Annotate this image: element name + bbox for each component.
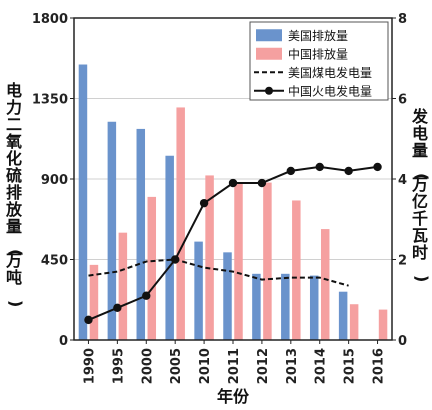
bar-cn-emission [349, 304, 359, 340]
cn-thermal-generation-point [257, 178, 267, 188]
bar-us-emission [281, 273, 290, 340]
bar-cn-emission [263, 182, 272, 340]
bar-us-emission [165, 155, 174, 340]
cn-thermal-generation-point [373, 162, 382, 172]
cn-thermal-generation-point [113, 303, 122, 312]
x-tick-label: 2011 [227, 348, 242, 384]
bar-cn-emission [205, 175, 214, 340]
x-tick-label: 2014 [314, 348, 329, 384]
x-tick-label: 1990 [82, 348, 97, 384]
bar-cn-emission [118, 232, 128, 340]
right-axis-title: 发电量(万亿千瓦时) [411, 107, 431, 282]
x-tick-label: 2010 [198, 348, 213, 384]
x-tick-label: 2005 [169, 348, 184, 384]
right-tick-label: 2 [398, 254, 407, 269]
x-tick-label: 2013 [285, 348, 300, 384]
bar-us-emission [194, 241, 203, 340]
legend-marker [265, 86, 273, 95]
legend-swatch [256, 47, 282, 60]
legend-label: 中国火电发电量 [288, 83, 372, 98]
right-tick-label: 0 [398, 334, 407, 349]
bar-cn-emission [378, 309, 388, 340]
us-coal-generation-line [88, 258, 349, 287]
bar-cn-emission [89, 264, 99, 340]
bar-cn-emission [234, 182, 243, 340]
left-axis-title: 电力二氧化硫排放量(万吨) [5, 81, 25, 307]
left-tick-label: 450 [41, 254, 68, 269]
right-axis-ticks: 0 2 4 6 8 [392, 12, 407, 349]
x-axis-title: 年份 [217, 387, 250, 406]
x-axis-ticks: 1990 1995 2000 2005 2010 2011 2012 2013 2014 2015… [82, 340, 387, 384]
cn-thermal-generation-point [142, 291, 151, 300]
cn-thermal-generation-line [88, 165, 378, 321]
lines [84, 162, 382, 325]
bars [78, 64, 388, 340]
bar-us-emission [338, 291, 348, 340]
left-tick-label: 1800 [32, 12, 68, 27]
left-tick-label: 900 [41, 173, 68, 188]
bar-us-emission [252, 273, 261, 340]
right-tick-label: 8 [398, 12, 407, 27]
cn-thermal-generation-point [170, 255, 180, 264]
bar-us-emission [223, 252, 232, 340]
left-tick-label: 0 [59, 334, 68, 349]
left-axis-ticks: 0 450 900 1350 1800 [32, 12, 74, 349]
bar-us-emission [309, 275, 319, 340]
cn-thermal-generation-point [315, 162, 324, 172]
legend-label: 美国排放量 [288, 28, 348, 43]
x-tick-label: 2012 [256, 348, 271, 384]
bar-us-emission [136, 128, 146, 340]
cn-thermal-generation-point [344, 166, 353, 176]
x-tick-label: 2015 [343, 348, 358, 384]
cn-thermal-generation-point [286, 166, 296, 176]
bar-us-emission [107, 121, 117, 340]
x-tick-label: 1995 [111, 348, 126, 384]
legend-label: 美国煤电发电量 [288, 65, 372, 80]
right-tick-label: 4 [398, 173, 407, 188]
legend-label: 中国排放量 [288, 46, 348, 61]
x-tick-label: 2016 [372, 348, 387, 384]
bar-cn-emission [292, 200, 301, 340]
legend-swatch [256, 29, 282, 42]
bar-cn-emission [147, 196, 157, 340]
bar-us-emission [78, 64, 88, 340]
bar-cn-emission [176, 107, 185, 340]
cn-thermal-generation-point [84, 315, 93, 325]
cn-thermal-generation-point [199, 198, 209, 208]
cn-thermal-generation-point [228, 178, 238, 188]
x-tick-label: 2000 [140, 348, 155, 384]
bar-cn-emission [320, 229, 330, 340]
right-tick-label: 6 [398, 93, 407, 108]
left-tick-label: 1350 [32, 93, 68, 108]
